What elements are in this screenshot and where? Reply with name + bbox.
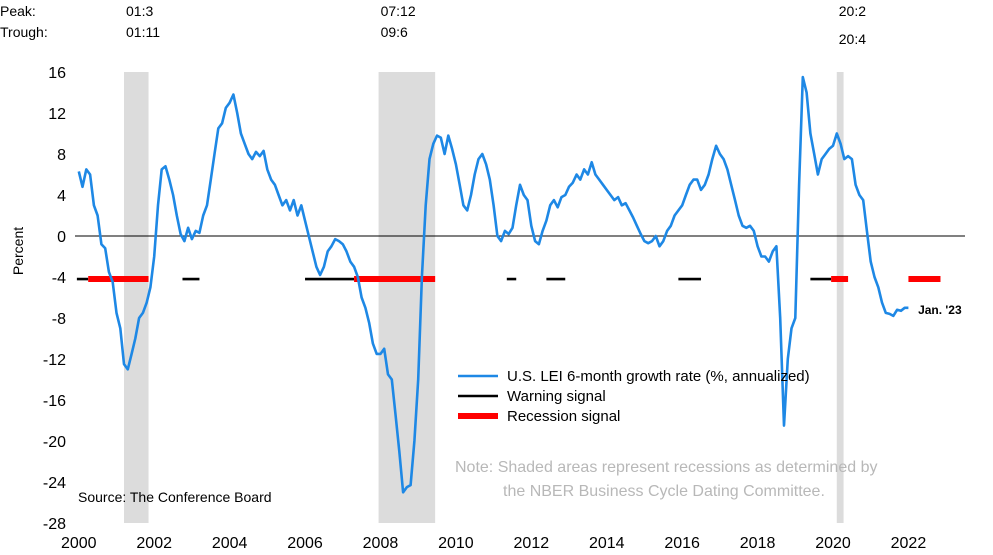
x-tick-label: 2008	[363, 535, 399, 552]
y-tick-label: 0	[57, 229, 66, 246]
y-tick-label: -12	[43, 352, 66, 369]
lei-series-line	[77, 75, 909, 494]
note-line-2: the NBER Business Cycle Dating Committee…	[503, 483, 825, 500]
x-tick-label: 2002	[136, 535, 172, 552]
x-tick-label: 2016	[664, 535, 700, 552]
x-tick-label: 2022	[891, 535, 927, 552]
recession-shade	[378, 72, 436, 523]
y-tick-label: -4	[52, 270, 66, 287]
recession-shade	[836, 72, 844, 523]
y-tick-label: -8	[52, 311, 66, 328]
y-axis-ticks: 16 12 8 4 0 -4 -8 -12 -16 -20 -24 -28	[43, 65, 66, 533]
y-tick-label: 8	[57, 147, 66, 164]
note-line-1: Note: Shaded areas represent recessions …	[455, 459, 877, 476]
y-tick-label: -20	[43, 434, 66, 451]
recession-trough-date: 01:11	[126, 24, 160, 40]
source-label: Source: The Conference Board	[78, 489, 272, 505]
y-tick-label: 4	[57, 188, 66, 205]
y-tick-label: 12	[48, 106, 66, 123]
recession-trough-date: 20:4	[839, 31, 866, 47]
trough-label: Trough:	[0, 24, 48, 40]
legend: U.S. LEI 6-month growth rate (%, annuali…	[458, 368, 810, 425]
x-tick-label: 2006	[287, 535, 323, 552]
recession-peak-date: 01:3	[126, 3, 153, 19]
recession-peak-date: 20:2	[839, 3, 866, 19]
peak-label: Peak:	[0, 3, 36, 19]
x-axis-ticks: 2000 2002 2004 2006 2008 2010 2012 2014 2016 2018…	[61, 535, 926, 552]
y-tick-label: -16	[43, 393, 66, 410]
legend-label-recession: Recession signal	[507, 408, 620, 425]
y-tick-label: -28	[43, 516, 66, 533]
y-tick-label: 16	[48, 65, 66, 82]
x-tick-label: 2014	[589, 535, 625, 552]
recession-trough-date: 09:6	[381, 24, 408, 40]
x-tick-label: 2012	[514, 535, 550, 552]
x-tick-label: 2000	[61, 535, 97, 552]
recession-peak-date: 07:12	[381, 3, 416, 19]
x-tick-label: 2004	[212, 535, 248, 552]
legend-label-warning: Warning signal	[507, 388, 606, 405]
latest-value-annotation: Jan. '23	[918, 303, 962, 317]
x-tick-label: 2018	[740, 535, 776, 552]
x-tick-label: 2020	[815, 535, 851, 552]
recession-shading	[124, 72, 844, 523]
y-tick-label: -24	[43, 475, 66, 492]
y-axis-label: Percent	[10, 227, 26, 275]
peak-trough-header: Peak: Trough: 01:3 01:11 07:12 09:6 20:2 20:4	[0, 3, 866, 47]
legend-label-lei: U.S. LEI 6-month growth rate (%, annuali…	[507, 368, 810, 385]
x-tick-label: 2010	[438, 535, 474, 552]
recession-shade	[124, 72, 149, 523]
